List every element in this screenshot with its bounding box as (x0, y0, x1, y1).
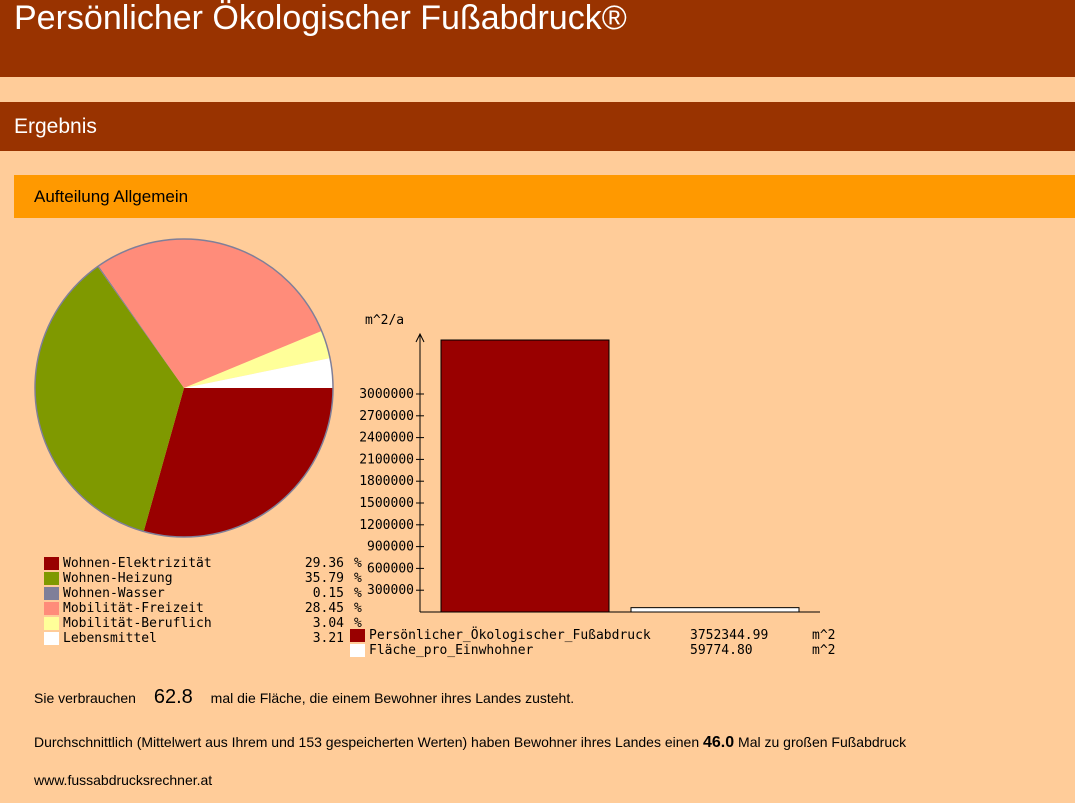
pie-legend: Wohnen-Elektrizität 29.36% Wohnen-Heizung 3… (44, 556, 362, 646)
y-tick-label: 1200000 (359, 518, 414, 533)
section-title: Ergebnis (14, 115, 97, 138)
pie-legend-value: 3.04 (312, 616, 344, 631)
y-tick-label: 600000 (367, 561, 414, 576)
pie-legend-label: Mobilität-Freizeit (63, 601, 204, 616)
bar-legend-label: Fläche_pro_Einwhohner (369, 643, 534, 658)
pie-legend-item: Wohnen-Wasser 0.15% (44, 586, 362, 601)
header-banner: Persönlicher Ökologischer Fußabdruck® (0, 0, 1075, 77)
pie-legend-swatch (44, 632, 59, 645)
pie-legend-label: Wohnen-Heizung (63, 571, 173, 586)
section-header: Ergebnis (0, 102, 1075, 151)
pie-legend-label: Lebensmittel (63, 631, 157, 646)
pie-legend-unit: % (354, 601, 362, 616)
average-line: Durchschnittlich (Mittelwert aus Ihrem u… (34, 734, 906, 752)
pie-legend-item: Wohnen-Heizung 35.79% (44, 571, 362, 586)
y-tick-label: 2400000 (359, 431, 414, 446)
subsection-title: Aufteilung Allgemein (34, 187, 189, 206)
bar-legend-swatch (350, 629, 365, 642)
average-value: 46.0 (703, 734, 735, 751)
y-tick-label: 300000 (367, 583, 414, 598)
average-line-post: Mal zu großen Fußabdruck (738, 734, 907, 750)
pie-legend-unit: % (354, 571, 362, 586)
result-multiplier: 62.8 (153, 686, 193, 708)
pie-slice-5 (184, 330, 330, 388)
pie-outline (34, 238, 334, 538)
pie-legend-item: Mobilität-Freizeit 28.45% (44, 601, 362, 616)
pie-slice-1 (143, 388, 333, 537)
result-line: Sie verbrauchen 62.8 mal die Fläche, die… (34, 686, 574, 709)
pie-slice-4 (98, 239, 322, 388)
footer-site: www.fussabdrucksrechner.at (34, 772, 213, 788)
result-line-pre: Sie verbrauchen (34, 690, 136, 706)
y-tick-label: 1800000 (359, 474, 414, 489)
pie-legend-unit: % (354, 616, 362, 631)
pie-legend-unit: % (354, 556, 362, 571)
y-tick-label: 2100000 (359, 452, 414, 467)
bar-legend-unit: m^2 (812, 643, 836, 658)
y-axis-arrow (415, 332, 425, 343)
result-line-post: mal die Fläche, die einem Bewohner ihres… (210, 690, 575, 706)
bar-legend-item: Fläche_pro_Einwhohner 59774.80 m^2 (350, 643, 870, 658)
bar-1 (440, 339, 610, 613)
pie-legend-label: Wohnen-Elektrizität (63, 556, 212, 571)
pie-legend-value: 29.36 (304, 556, 344, 571)
pie-legend-value: 35.79 (304, 571, 344, 586)
bar-legend-item: Persönlicher_Ökologischer_Fußabdruck 3752… (350, 628, 870, 643)
pie-slice-3 (97, 265, 184, 388)
pie-legend-swatch (44, 557, 59, 570)
pie-legend-value: 0.15 (312, 586, 344, 601)
bar-legend-value: 3752344.99 (690, 628, 769, 643)
average-line-pre: Durchschnittlich (Mittelwert aus Ihrem u… (34, 734, 700, 750)
subsection-header: Aufteilung Allgemein (14, 175, 1075, 218)
pie-legend-label: Mobilität-Beruflich (63, 616, 212, 631)
y-tick-label: 3000000 (359, 387, 414, 402)
bar-legend: Persönlicher_Ökologischer_Fußabdruck 3752… (350, 628, 870, 658)
bar-legend-swatch (350, 644, 365, 657)
bar-chart: m^2/a 300000 600000 900000 1200000 1500000 180… (359, 313, 820, 613)
pie-legend-value: 28.45 (304, 601, 344, 616)
y-tick-label: 1500000 (359, 496, 414, 511)
bar-2 (630, 607, 800, 613)
y-tick-label: 900000 (367, 540, 414, 555)
pie-legend-swatch (44, 587, 59, 600)
bar-legend-value: 59774.80 (690, 643, 753, 658)
pie-legend-item: Wohnen-Elektrizität 29.36% (44, 556, 362, 571)
pie-legend-value: 3.21 (312, 631, 344, 646)
y-tick-label: 2700000 (359, 409, 414, 424)
pie-chart (34, 238, 334, 538)
bar-legend-label: Persönlicher_Ökologischer_Fußabdruck (369, 628, 651, 643)
pie-legend-swatch (44, 617, 59, 630)
pie-legend-swatch (44, 602, 59, 615)
pie-legend-label: Wohnen-Wasser (63, 586, 165, 601)
bar-legend-unit: m^2 (812, 628, 836, 643)
pie-slice-2 (35, 266, 184, 532)
pie-legend-unit: % (354, 586, 362, 601)
y-axis-label: m^2/a (365, 313, 404, 328)
pie-legend-item: Mobilität-Beruflich 3.04% (44, 616, 362, 631)
pie-slice-6 (184, 358, 333, 388)
page-title: Persönlicher Ökologischer Fußabdruck® (14, 0, 627, 37)
pie-legend-swatch (44, 572, 59, 585)
